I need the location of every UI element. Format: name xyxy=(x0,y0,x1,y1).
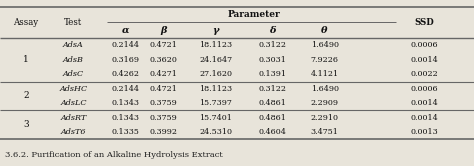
Text: AdsLC: AdsLC xyxy=(60,99,87,107)
Text: 3.6.2. Purification of an Alkaline Hydrolysis Extract: 3.6.2. Purification of an Alkaline Hydro… xyxy=(5,151,222,159)
Text: Parameter: Parameter xyxy=(227,10,280,19)
Text: 0.1343: 0.1343 xyxy=(111,114,140,122)
Text: 4.1121: 4.1121 xyxy=(310,70,339,78)
Text: 0.4721: 0.4721 xyxy=(150,41,177,49)
Text: 0.0014: 0.0014 xyxy=(410,56,438,64)
Text: δ: δ xyxy=(269,26,276,35)
Text: 1.6490: 1.6490 xyxy=(310,41,339,49)
Text: AdsRT: AdsRT xyxy=(60,114,87,122)
Text: 0.2144: 0.2144 xyxy=(111,41,140,49)
Text: 18.1123: 18.1123 xyxy=(199,41,232,49)
Text: 2.2910: 2.2910 xyxy=(310,114,339,122)
Text: 0.1391: 0.1391 xyxy=(258,70,287,78)
Text: 0.3759: 0.3759 xyxy=(150,99,177,107)
Text: 15.7401: 15.7401 xyxy=(199,114,232,122)
Text: 0.1335: 0.1335 xyxy=(112,128,139,136)
Text: 0.3122: 0.3122 xyxy=(258,41,287,49)
Text: 0.3992: 0.3992 xyxy=(149,128,178,136)
Text: 7.9226: 7.9226 xyxy=(310,56,339,64)
Text: AdsB: AdsB xyxy=(63,56,84,64)
Text: 24.1647: 24.1647 xyxy=(199,56,232,64)
Text: AdsHC: AdsHC xyxy=(59,85,88,93)
Text: 2.2909: 2.2909 xyxy=(310,99,339,107)
Text: 0.4262: 0.4262 xyxy=(111,70,140,78)
Text: 3.4751: 3.4751 xyxy=(311,128,338,136)
Text: 0.0006: 0.0006 xyxy=(410,41,438,49)
Text: 0.3031: 0.3031 xyxy=(259,56,286,64)
Text: SSD: SSD xyxy=(414,18,434,27)
Text: 0.4604: 0.4604 xyxy=(259,128,286,136)
Text: 0.2144: 0.2144 xyxy=(111,85,140,93)
Text: 0.4861: 0.4861 xyxy=(259,99,286,107)
Text: 24.5310: 24.5310 xyxy=(199,128,232,136)
Text: 0.3620: 0.3620 xyxy=(150,56,177,64)
Text: 1: 1 xyxy=(23,55,29,64)
Text: 18.1123: 18.1123 xyxy=(199,85,232,93)
Text: 0.0006: 0.0006 xyxy=(410,85,438,93)
Text: 0.3122: 0.3122 xyxy=(258,85,287,93)
Text: 0.4721: 0.4721 xyxy=(150,85,177,93)
Text: 0.3759: 0.3759 xyxy=(150,114,177,122)
Text: 3: 3 xyxy=(23,120,29,129)
Text: 27.1620: 27.1620 xyxy=(199,70,232,78)
Text: AdsA: AdsA xyxy=(63,41,84,49)
Text: 0.4861: 0.4861 xyxy=(259,114,286,122)
Text: 2: 2 xyxy=(23,91,29,100)
Text: 0.0014: 0.0014 xyxy=(410,114,438,122)
Text: 0.0014: 0.0014 xyxy=(410,99,438,107)
Text: Test: Test xyxy=(64,18,82,27)
Text: 0.0013: 0.0013 xyxy=(410,128,438,136)
Text: 0.0022: 0.0022 xyxy=(410,70,438,78)
Text: 15.7397: 15.7397 xyxy=(199,99,232,107)
Text: α: α xyxy=(122,26,129,35)
Text: 0.4271: 0.4271 xyxy=(150,70,177,78)
Text: AdsC: AdsC xyxy=(63,70,84,78)
Text: Assay: Assay xyxy=(13,18,39,27)
Text: 0.1343: 0.1343 xyxy=(111,99,140,107)
Text: γ: γ xyxy=(212,26,219,35)
Text: 1.6490: 1.6490 xyxy=(310,85,339,93)
Text: β: β xyxy=(160,26,167,35)
Text: AdsT6: AdsT6 xyxy=(61,128,86,136)
Text: θ: θ xyxy=(321,26,328,35)
Text: 0.3169: 0.3169 xyxy=(111,56,140,64)
